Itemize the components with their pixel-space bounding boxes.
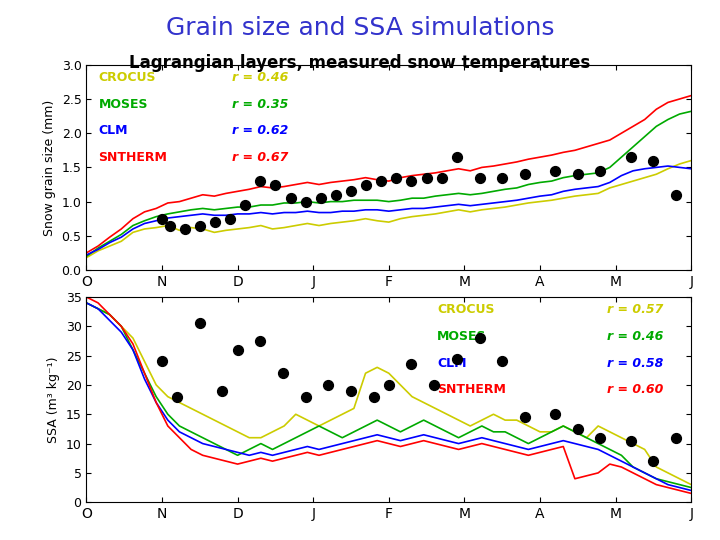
Point	[323, 381, 334, 389]
Text: CLM: CLM	[99, 124, 128, 137]
Point	[474, 334, 485, 342]
Point	[232, 346, 243, 354]
Point	[390, 173, 402, 182]
Point	[428, 381, 440, 389]
Point	[451, 354, 462, 363]
Text: r = 0.62: r = 0.62	[232, 124, 288, 137]
Point	[595, 166, 606, 175]
Text: SNTHERM: SNTHERM	[99, 151, 167, 164]
Point	[625, 436, 636, 445]
Text: r = 0.67: r = 0.67	[232, 151, 288, 164]
Point	[209, 218, 220, 226]
Text: r = 0.35: r = 0.35	[232, 98, 288, 111]
Point	[315, 194, 327, 202]
Point	[519, 413, 531, 422]
Point	[436, 173, 447, 182]
Point	[420, 173, 432, 182]
Point	[164, 221, 176, 230]
Text: SNTHERM: SNTHERM	[437, 383, 506, 396]
Point	[496, 173, 508, 182]
Point	[179, 225, 190, 233]
Text: Grain size and SSA simulations: Grain size and SSA simulations	[166, 16, 554, 40]
Point	[224, 214, 235, 223]
Text: r = 0.57: r = 0.57	[606, 303, 663, 316]
Point	[406, 360, 418, 369]
Text: r = 0.46: r = 0.46	[232, 71, 288, 84]
Point	[549, 410, 561, 418]
Text: MOSES: MOSES	[99, 98, 148, 111]
Point	[330, 191, 341, 199]
Point	[284, 194, 297, 202]
Point	[670, 191, 682, 199]
Point	[625, 153, 636, 161]
Point	[255, 177, 266, 185]
Point	[156, 214, 168, 223]
Point	[194, 319, 206, 328]
Point	[383, 381, 395, 389]
Point	[496, 357, 508, 366]
Point	[345, 187, 356, 195]
Point	[277, 369, 289, 377]
Point	[156, 357, 168, 366]
Point	[255, 336, 266, 345]
Point	[595, 434, 606, 442]
Point	[648, 156, 660, 165]
Point	[345, 387, 356, 395]
Text: CROCUS: CROCUS	[437, 303, 495, 316]
Point	[474, 173, 485, 182]
Point	[269, 180, 281, 189]
Point	[572, 170, 583, 179]
Point	[572, 424, 583, 433]
Point	[451, 153, 462, 161]
Point	[376, 177, 387, 185]
Text: CLM: CLM	[437, 356, 467, 369]
Point	[239, 201, 251, 210]
Point	[300, 197, 311, 206]
Y-axis label: SSA (m³ kg⁻¹): SSA (m³ kg⁻¹)	[47, 356, 60, 443]
Point	[549, 166, 561, 175]
Text: CROCUS: CROCUS	[99, 71, 156, 84]
Point	[217, 387, 228, 395]
Point	[648, 457, 660, 465]
Text: Lagrangian layers, measured snow temperatures: Lagrangian layers, measured snow tempera…	[130, 54, 590, 72]
Point	[368, 393, 379, 401]
Point	[406, 177, 418, 185]
Point	[519, 170, 531, 179]
Text: r = 0.58: r = 0.58	[606, 356, 663, 369]
Point	[670, 434, 682, 442]
Point	[300, 393, 311, 401]
Text: r = 0.46: r = 0.46	[606, 330, 663, 343]
Y-axis label: Snow grain size (mm): Snow grain size (mm)	[43, 99, 56, 235]
Point	[360, 180, 372, 189]
Point	[194, 221, 206, 230]
Point	[171, 393, 183, 401]
Text: r = 0.60: r = 0.60	[606, 383, 663, 396]
Text: MOSES: MOSES	[437, 330, 487, 343]
